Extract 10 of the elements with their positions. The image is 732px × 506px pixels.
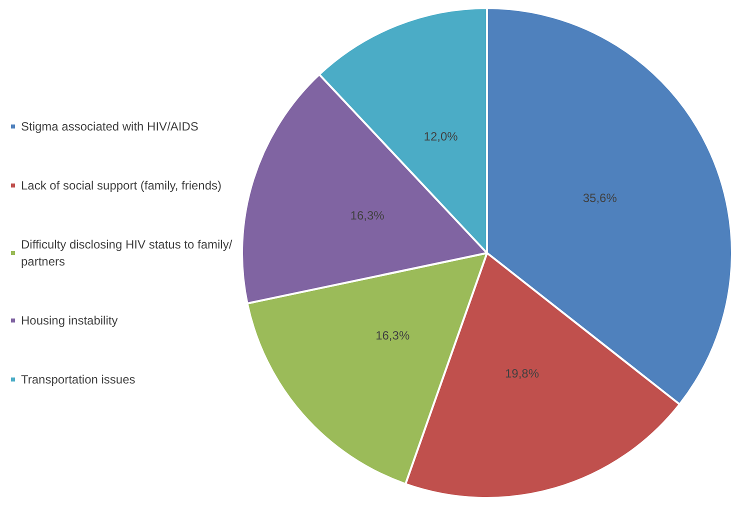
legend-label: Housing instability (21, 314, 118, 328)
data-label: 16,3% (376, 328, 410, 343)
data-label: 35,6% (582, 191, 618, 206)
legend-label: Difficulty disclosing HIV status to family/partners (21, 238, 233, 268)
legend-label: Transportation issues (21, 372, 136, 386)
data-label: 16,3% (350, 208, 385, 222)
legend-label: Stigma associated with HIV/AIDS (21, 120, 198, 134)
data-label: 19,8% (505, 366, 540, 381)
data-label: 12,0% (424, 129, 458, 144)
legend-label: Lack of social support (family, friends) (21, 178, 222, 192)
